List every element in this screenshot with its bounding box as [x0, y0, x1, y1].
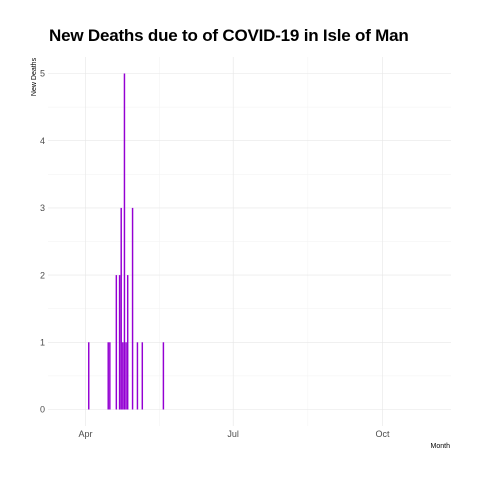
bar: [141, 342, 144, 410]
bars: [88, 73, 165, 410]
bar: [118, 275, 121, 410]
y-tick-label: 2: [40, 270, 45, 280]
bar: [162, 342, 165, 410]
grid-major: [48, 57, 451, 426]
x-tick-label: Apr: [78, 429, 92, 439]
chart-title: New Deaths due to of COVID-19 in Isle of…: [49, 26, 409, 45]
y-tick-label: 4: [40, 136, 45, 146]
y-tick-label: 0: [40, 405, 45, 415]
grid-minor: [48, 57, 451, 426]
x-axis-ticks: Apr Jul Oct: [78, 429, 390, 439]
bar: [120, 207, 122, 410]
bar: [126, 275, 129, 410]
bar: [123, 73, 126, 410]
y-axis-ticks: 0 1 2 3 4 5: [40, 69, 45, 415]
bar: [131, 207, 134, 410]
bar: [122, 342, 124, 410]
bar: [109, 342, 111, 410]
bar: [88, 342, 90, 410]
x-tick-label: Oct: [375, 429, 390, 439]
y-tick-label: 3: [40, 203, 45, 213]
bar: [115, 275, 118, 410]
x-axis-label: Month: [431, 443, 451, 450]
bar: [125, 342, 127, 410]
y-axis-label: New Deaths: [31, 57, 38, 96]
bar: [107, 342, 109, 410]
y-tick-label: 1: [40, 338, 45, 348]
x-tick-label: Jul: [227, 429, 239, 439]
bar: [136, 342, 139, 410]
y-tick-label: 5: [40, 69, 45, 79]
